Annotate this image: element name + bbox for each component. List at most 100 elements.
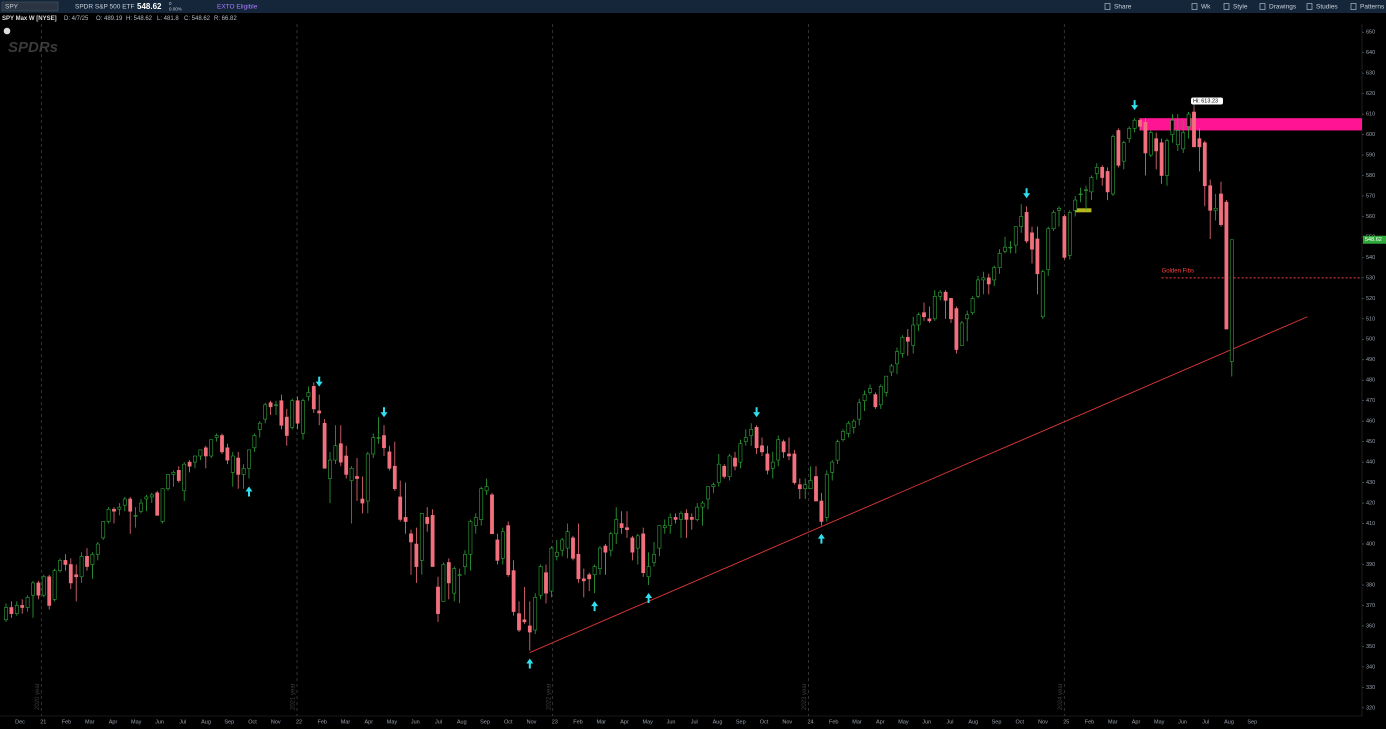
tool-button[interactable]: Style xyxy=(1233,4,1248,11)
candle-body xyxy=(641,533,646,573)
tool-button[interactable]: Drawings xyxy=(1269,4,1297,11)
candle-body xyxy=(868,388,872,393)
up-arrow xyxy=(591,601,599,612)
tool-icon[interactable] xyxy=(1306,3,1313,10)
symbol-box[interactable] xyxy=(1,1,59,12)
tool-button[interactable]: Wk xyxy=(1201,4,1211,11)
x-tick-label: Aug xyxy=(201,719,211,725)
candle-body xyxy=(128,498,133,512)
y-tick-label: 510 xyxy=(1366,316,1375,322)
candle-body xyxy=(738,443,743,463)
up-arrow xyxy=(817,533,825,544)
candle-body xyxy=(846,422,851,434)
x-tick-label: May xyxy=(387,719,398,725)
candle-body xyxy=(479,488,484,520)
candle-body xyxy=(1008,246,1013,249)
candle-body xyxy=(700,502,705,508)
candle-body xyxy=(803,484,808,490)
y-tick-label: 320 xyxy=(1366,705,1375,711)
x-tick-label: 25 xyxy=(1063,719,1069,725)
y-tick-label: 630 xyxy=(1366,71,1375,77)
x-tick-label: May xyxy=(643,719,654,725)
x-tick-label: Apr xyxy=(620,719,629,725)
y-tick-label: 500 xyxy=(1366,337,1375,343)
tool-icon[interactable] xyxy=(1191,3,1198,10)
candle-body xyxy=(673,517,678,520)
y-tick-label: 640 xyxy=(1366,50,1375,56)
tool-button[interactable]: Studies xyxy=(1316,4,1338,11)
y-tick-label: 380 xyxy=(1366,582,1375,588)
x-tick-label: Mar xyxy=(1108,719,1118,725)
candle-body xyxy=(209,439,214,457)
candle-body xyxy=(484,486,489,492)
candle-body xyxy=(360,498,365,504)
candle-body xyxy=(576,553,581,580)
x-tick-label: Apr xyxy=(364,719,373,725)
candle-body xyxy=(20,605,25,608)
candle-body xyxy=(511,570,516,612)
candle-body xyxy=(436,586,440,614)
candle-body xyxy=(808,480,813,490)
candle-body xyxy=(214,435,219,438)
logo: SPDRs xyxy=(8,39,58,56)
symbol[interactable]: SPY xyxy=(5,4,19,11)
candle-body xyxy=(851,420,856,428)
down-arrow xyxy=(380,407,388,418)
tool-icon[interactable] xyxy=(1259,3,1266,10)
tool-button[interactable]: Patterns xyxy=(1360,4,1385,11)
candle-body xyxy=(122,498,127,506)
last-price-tag-label: 548.62 xyxy=(1365,237,1382,243)
candle-body xyxy=(760,445,764,453)
change-pct: 0.00% xyxy=(169,7,182,12)
candle-body xyxy=(419,513,424,561)
x-tick-label: Jun xyxy=(155,719,164,725)
candle-body xyxy=(1197,138,1202,148)
candle-body xyxy=(1121,142,1126,162)
tool-icon[interactable] xyxy=(1104,3,1111,10)
candle-body xyxy=(1202,142,1207,187)
candle-body xyxy=(9,607,14,614)
tool-button[interactable]: Share xyxy=(1114,4,1132,11)
candle-body xyxy=(608,533,613,551)
candle-body xyxy=(317,410,322,414)
y-tick-label: 490 xyxy=(1366,357,1375,363)
y-tick-label: 350 xyxy=(1366,644,1375,650)
candle-body xyxy=(905,336,910,342)
candle-body xyxy=(598,547,602,569)
candle-body xyxy=(117,506,122,510)
candle-body xyxy=(500,531,505,559)
candle-body xyxy=(1084,189,1088,191)
candle-body xyxy=(689,517,694,520)
candle-body xyxy=(900,336,905,354)
candle-body xyxy=(857,402,862,420)
y-tick-label: 570 xyxy=(1366,193,1375,199)
info-icon[interactable] xyxy=(3,27,11,35)
x-tick-label: Jun xyxy=(667,719,676,725)
candle-body xyxy=(781,441,786,453)
candle-body xyxy=(765,453,770,471)
candle-body xyxy=(927,318,932,322)
x-tick-label: Oct xyxy=(1015,719,1024,725)
tool-icon[interactable] xyxy=(1223,3,1230,10)
trendline xyxy=(529,316,1308,653)
candle-body xyxy=(463,553,467,567)
candle-body xyxy=(635,535,640,549)
candle-body xyxy=(31,582,35,596)
info-fields: D: 4/7/25 O: 489.19 H: 548.62 L: 481.8 C: 54… xyxy=(64,16,237,22)
tool-icon[interactable] xyxy=(1350,3,1357,10)
x-tick-label: Mar xyxy=(85,719,95,725)
candle-body xyxy=(1051,212,1056,230)
candle-body xyxy=(187,461,192,467)
down-arrow xyxy=(753,407,761,418)
candle-body xyxy=(398,496,403,520)
badge[interactable]: EXTO Eligible xyxy=(217,4,258,11)
candle-body xyxy=(1165,140,1169,176)
candle-body xyxy=(274,404,278,406)
candle-body xyxy=(4,607,8,621)
candle-body xyxy=(90,553,95,565)
candle-body xyxy=(74,574,79,578)
x-tick-label: Sep xyxy=(480,719,490,725)
candle-body xyxy=(776,439,781,461)
y-tick-label: 610 xyxy=(1366,112,1375,118)
candle-body xyxy=(1062,216,1067,258)
